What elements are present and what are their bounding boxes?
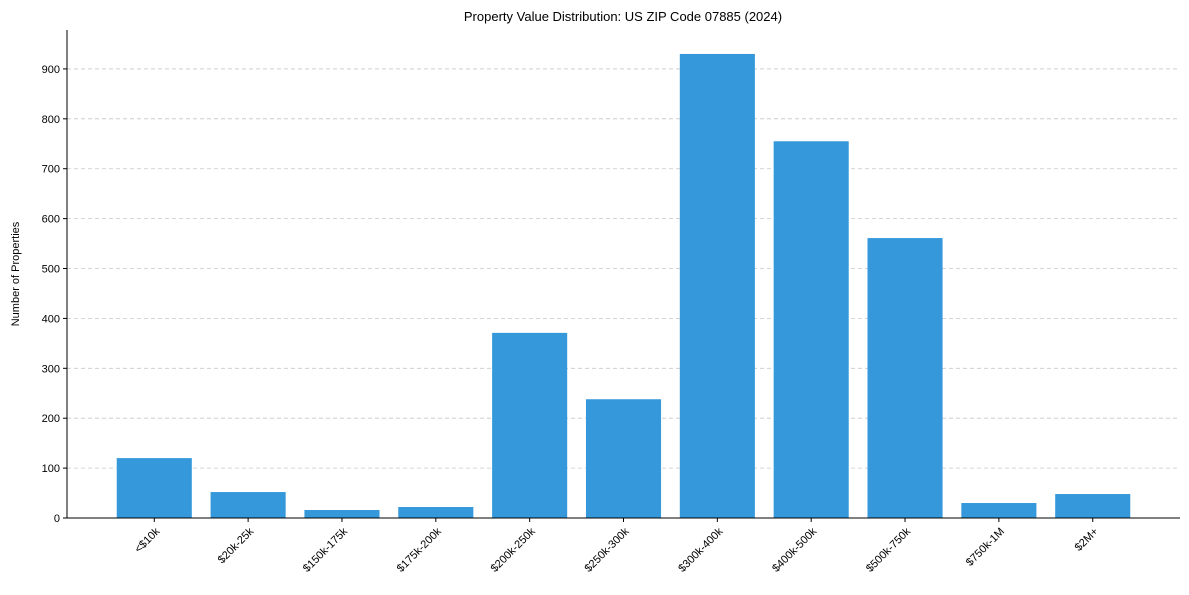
x-tick-label: $250k-300k: [582, 525, 631, 574]
x-tick-label: $175k-200k: [395, 525, 444, 574]
bar: [867, 238, 943, 519]
y-tick-label: 500: [42, 264, 60, 276]
y-tick-label: 900: [42, 64, 60, 76]
y-tick-label: 200: [42, 413, 60, 425]
chart-title: Property Value Distribution: US ZIP Code…: [464, 9, 782, 24]
bar: [116, 458, 192, 518]
y-tick-label: 300: [42, 363, 60, 375]
x-tick-label: $500k-750k: [864, 525, 913, 574]
x-tick-label: $750k-1M: [964, 526, 1007, 569]
x-tick-label: $400k-500k: [770, 525, 819, 574]
bar: [773, 141, 849, 519]
x-tick-label: $300k-400k: [676, 525, 725, 574]
bar: [1055, 494, 1131, 518]
y-tick-label: 800: [42, 114, 60, 126]
bar: [492, 332, 568, 518]
y-axis-label: Number of Properties: [10, 221, 22, 326]
x-ticks: <$10k $20k-25k $150k-175k $175k-200k $200k-2…: [132, 518, 1101, 575]
x-tick-label: $20k-25k: [216, 525, 257, 566]
y-ticks: 0 100 200 300 400 500 600 700 800 900: [42, 64, 67, 525]
bar: [585, 399, 662, 518]
bar: [210, 492, 286, 518]
y-tick-label: 100: [42, 463, 60, 475]
x-tick-label: $150k-175k: [301, 525, 350, 574]
x-tick-label: $200k-250k: [489, 525, 538, 574]
x-tick-label: $2M+: [1073, 526, 1101, 554]
x-tick-label: <$10k: [132, 525, 162, 555]
grid-lines: [67, 68, 1180, 469]
bars: [116, 53, 1131, 519]
bar: [961, 503, 1037, 518]
bar: [304, 510, 380, 518]
bar: [398, 507, 474, 518]
y-tick-label: 700: [42, 164, 60, 176]
y-tick-label: 600: [42, 214, 60, 226]
y-tick-label: 0: [54, 513, 60, 525]
bar: [679, 53, 755, 518]
y-tick-label: 400: [42, 313, 60, 325]
